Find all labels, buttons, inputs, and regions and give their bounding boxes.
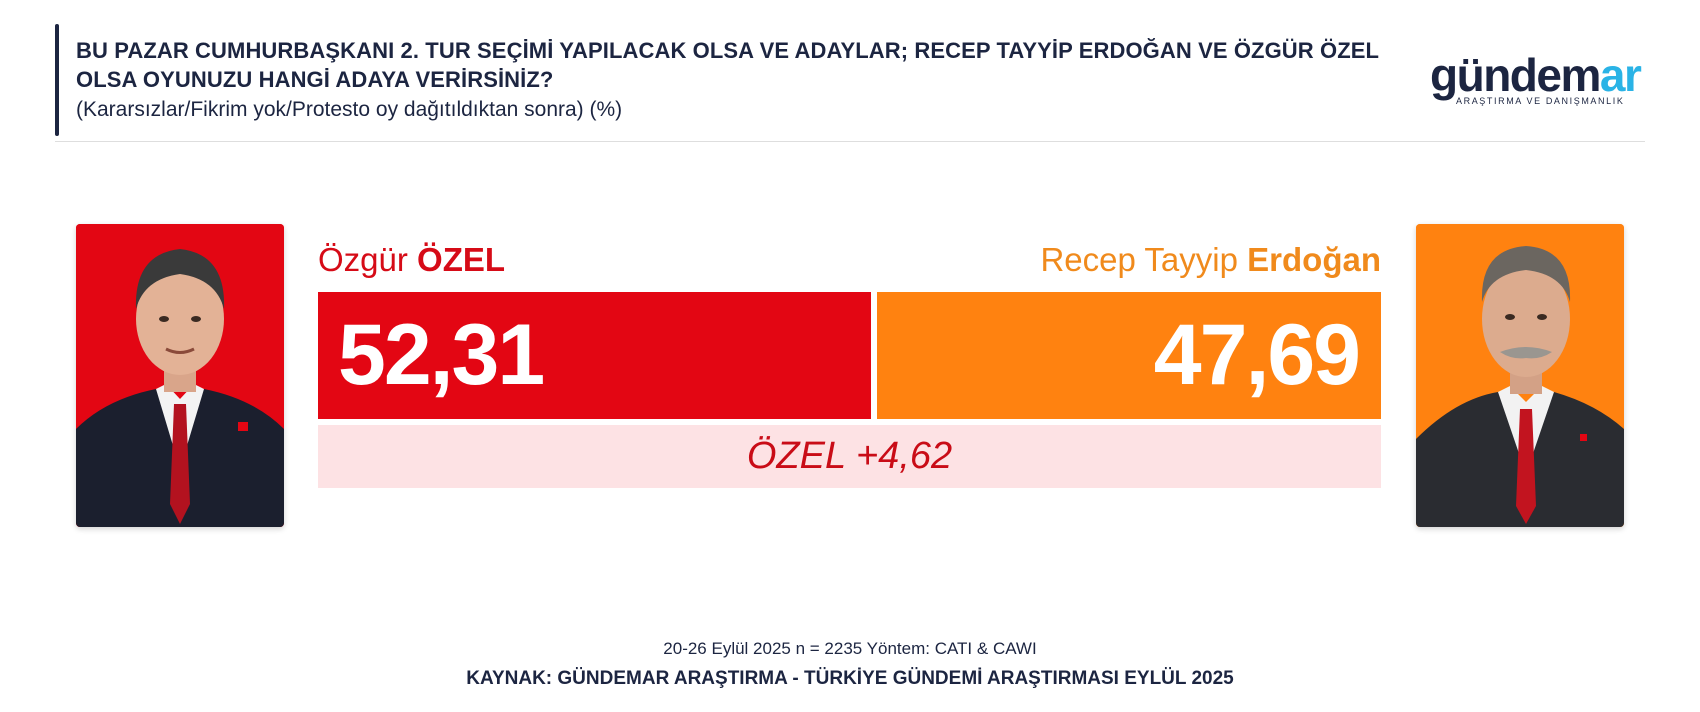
candidate-name-ozel: Özgür ÖZEL (318, 240, 505, 280)
erdogan-first-name: Recep Tayyip (1040, 241, 1238, 278)
bar-value-ozel: 52,31 (338, 307, 545, 403)
survey-meta: 20-26 Eylül 2025 n = 2235 Yöntem: CATI &… (663, 639, 1037, 658)
lead-margin-banner: ÖZEL +4,62 (318, 425, 1381, 488)
portrait-ozel-icon (76, 224, 284, 527)
candidate-name-erdogan: Recep Tayyip Erdoğan (1040, 240, 1381, 280)
logo-tagline: ARAŞTIRMA VE DANIŞMANLIK (1456, 96, 1625, 106)
bar-separator (871, 292, 877, 419)
ozel-first-name: Özgür (318, 241, 408, 278)
logo-main-text: gündem (1430, 49, 1601, 101)
result-bars: 52,31 47,69 (318, 292, 1381, 419)
gundemar-logo: gündemar ARAŞTIRMA VE DANIŞMANLIK (1430, 52, 1645, 112)
page-title: BU PAZAR CUMHURBAŞKANI 2. TUR SEÇİMİ YAP… (76, 38, 1379, 92)
bar-value-erdogan: 47,69 (1153, 307, 1361, 403)
header-divider (55, 141, 1645, 142)
erdogan-last-name: Erdoğan (1247, 241, 1381, 278)
logo-accent-text: ar (1599, 49, 1642, 101)
page-subtitle: (Kararsızlar/Fikrim yok/Protesto oy dağı… (76, 98, 623, 121)
ozel-last-name: ÖZEL (417, 241, 506, 278)
title-accent-bar (55, 24, 59, 136)
survey-source: KAYNAK: GÜNDEMAR ARAŞTIRMA - TÜRKİYE GÜN… (466, 668, 1234, 689)
candidate-photo-ozel (76, 224, 284, 527)
candidate-photo-erdogan (1416, 224, 1624, 527)
logo-wordmark: gündemar (1430, 52, 1645, 98)
bar-ozel: 52,31 (318, 292, 871, 419)
bar-erdogan: 47,69 (877, 292, 1381, 419)
portrait-erdogan-icon (1416, 224, 1624, 527)
